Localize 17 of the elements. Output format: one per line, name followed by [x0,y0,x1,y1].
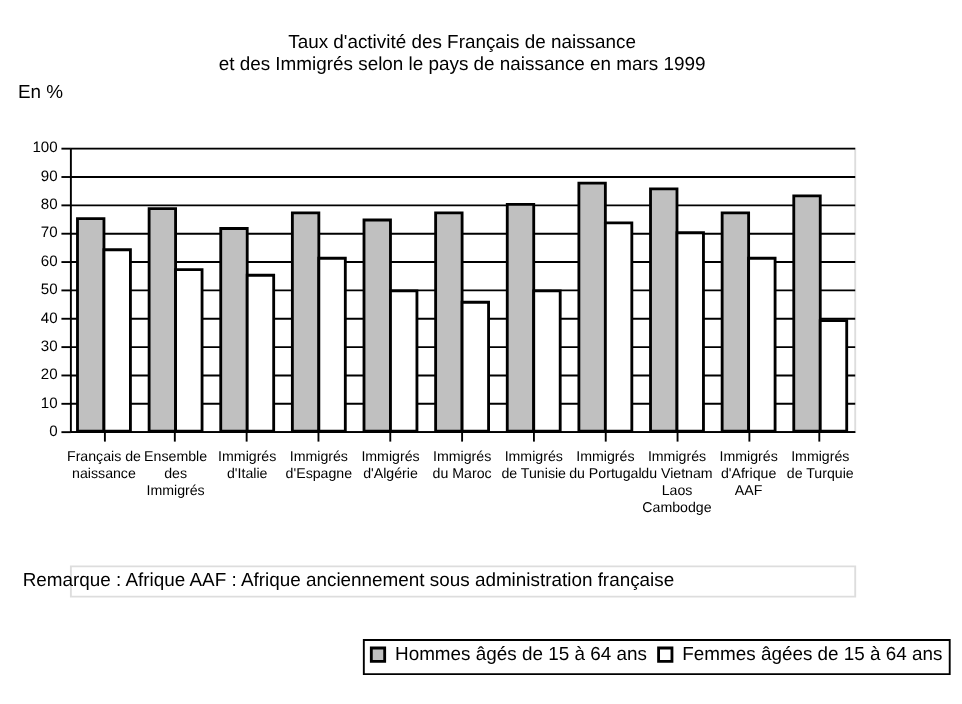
y-tick-label: 100 [32,138,58,157]
text: Taux d'activité des Français de naissance [288,31,636,54]
y-tick-label: 0 [49,421,58,440]
y-tick-label: 70 [40,223,58,242]
legend-label: Femmes âgées de 15 à 64 ans [682,644,944,667]
legend-label: Hommes âgés de 15 à 64 ans [395,644,648,667]
text: et des Immigrés selon le pays de naissance en mars 1999 [218,54,706,77]
y-tick-label: 10 [40,393,58,412]
y-tick-label: 80 [40,195,58,214]
y-axis-title: En % [17,81,65,104]
y-tick-label: 60 [40,251,58,270]
y-tick-label: 90 [40,166,58,185]
y-tick-label: 20 [40,365,58,384]
y-tick-label: 30 [40,336,58,355]
y-tick-label: 50 [40,280,58,299]
y-tick-label: 40 [40,308,58,327]
text: Remarque : Afrique AAF : Afrique anciennement sous administration française [22,570,675,593]
